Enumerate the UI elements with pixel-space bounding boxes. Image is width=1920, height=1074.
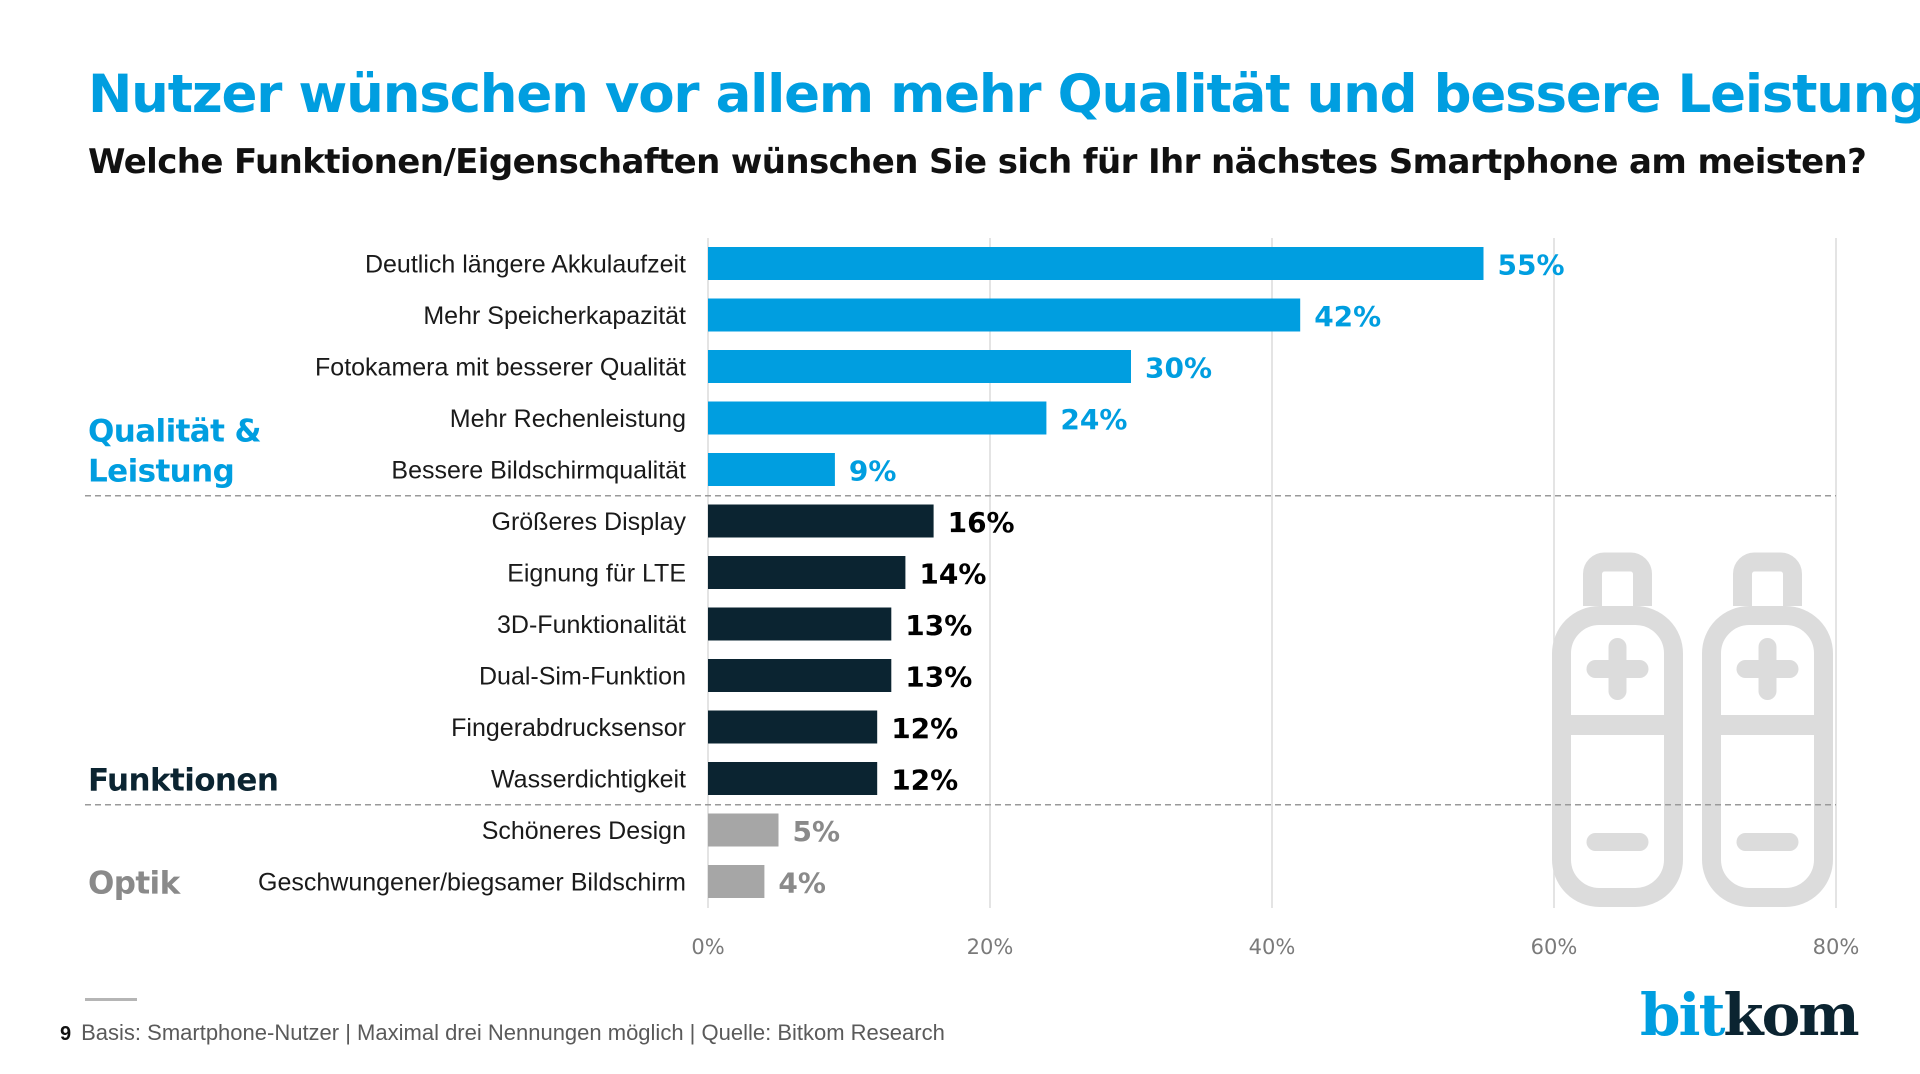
category-label: Eignung für LTE (507, 560, 686, 588)
category-label: Fingerabdrucksensor (451, 714, 686, 742)
value-label: 12% (891, 764, 958, 797)
category-label: Dual-Sim-Funktion (479, 663, 686, 691)
bar (708, 710, 878, 744)
bar (708, 865, 765, 898)
bar (708, 762, 878, 795)
value-label: 42% (1314, 300, 1381, 333)
category-label: Deutlich längere Akkulaufzeit (365, 251, 686, 279)
category-label: Schöneres Design (482, 817, 686, 845)
category-label: Bessere Bildschirmqualität (391, 457, 686, 485)
group-label: Leistung (88, 454, 234, 490)
category-label: Geschwungener/biegsamer Bildschirm (258, 869, 686, 897)
group-label: Optik (88, 866, 182, 902)
x-tick-label: 60% (1531, 935, 1578, 959)
value-label: 14% (919, 558, 986, 591)
battery-body (1552, 606, 1683, 907)
value-label: 4% (778, 867, 826, 900)
value-label: 13% (905, 609, 972, 642)
category-label: Wasserdichtigkeit (491, 766, 686, 794)
x-tick-label: 20% (967, 935, 1014, 959)
bar (708, 453, 835, 486)
bar (708, 247, 1484, 280)
x-tick-label: 0% (691, 935, 724, 959)
category-label: Größeres Display (492, 508, 687, 536)
page-title: Nutzer wünschen vor allem mehr Qualität … (88, 64, 1920, 125)
group-separators (85, 495, 1836, 806)
value-labels: 55% 42% 30% 24% 9% 16% 14% 13% 13% 12% 12% 5% 4% (778, 249, 1564, 900)
value-label: 5% (793, 815, 841, 848)
bar (708, 813, 779, 847)
x-tick-label: 80% (1813, 935, 1860, 959)
battery-cap (1733, 552, 1802, 606)
logo-part-bit: bit (1640, 981, 1725, 1049)
bar (708, 504, 934, 538)
value-label: 30% (1145, 352, 1212, 385)
page-number: 9 (60, 1023, 72, 1045)
group-label: Funktionen (88, 763, 278, 799)
value-label: 16% (948, 506, 1015, 539)
battery-icon (1702, 552, 1833, 907)
group-label: Qualität & (88, 414, 261, 450)
value-label: 9% (849, 455, 897, 488)
bars (708, 247, 1484, 898)
x-axis-tick-labels: 0% 20% 40% 60% 80% (691, 935, 1859, 959)
page-subtitle: Welche Funktionen/Eigenschaften wünschen… (88, 142, 1867, 182)
bitkom-logo: bitkom (1640, 980, 1860, 1050)
bar (708, 298, 1301, 332)
category-label: 3D-Funktionalität (497, 611, 686, 639)
bar (708, 607, 892, 641)
gridlines (707, 238, 1837, 908)
battery-divider (1702, 715, 1833, 735)
bar (708, 659, 892, 692)
battery-decoration (1552, 552, 1833, 907)
bar (708, 556, 906, 589)
bar (708, 401, 1047, 435)
footer: 9 Basis: Smartphone-Nutzer | Maximal drei… (60, 1020, 945, 1046)
source-note: Basis: Smartphone-Nutzer | Maximal drei … (81, 1020, 945, 1045)
category-label: Mehr Speicherkapazität (423, 302, 686, 330)
battery-divider (1552, 715, 1683, 735)
value-label: 55% (1498, 249, 1565, 282)
category-label: Mehr Rechenleistung (450, 405, 686, 433)
category-labels: Deutlich längere Akkulaufzeit Mehr Speich… (258, 251, 686, 897)
bar (708, 350, 1131, 383)
value-label: 12% (891, 712, 958, 745)
battery-body (1702, 606, 1833, 907)
category-label: Fotokamera mit besserer Qualität (315, 354, 686, 382)
footer-rule (85, 998, 137, 1001)
x-tick-label: 40% (1249, 935, 1296, 959)
group-labels: Qualität & Leistung Funktionen Optik (88, 414, 279, 902)
logo-part-kom: kom (1723, 981, 1859, 1049)
battery-icon (1552, 552, 1683, 907)
battery-cap (1583, 552, 1652, 606)
value-label: 24% (1060, 403, 1127, 436)
value-label: 13% (905, 661, 972, 694)
